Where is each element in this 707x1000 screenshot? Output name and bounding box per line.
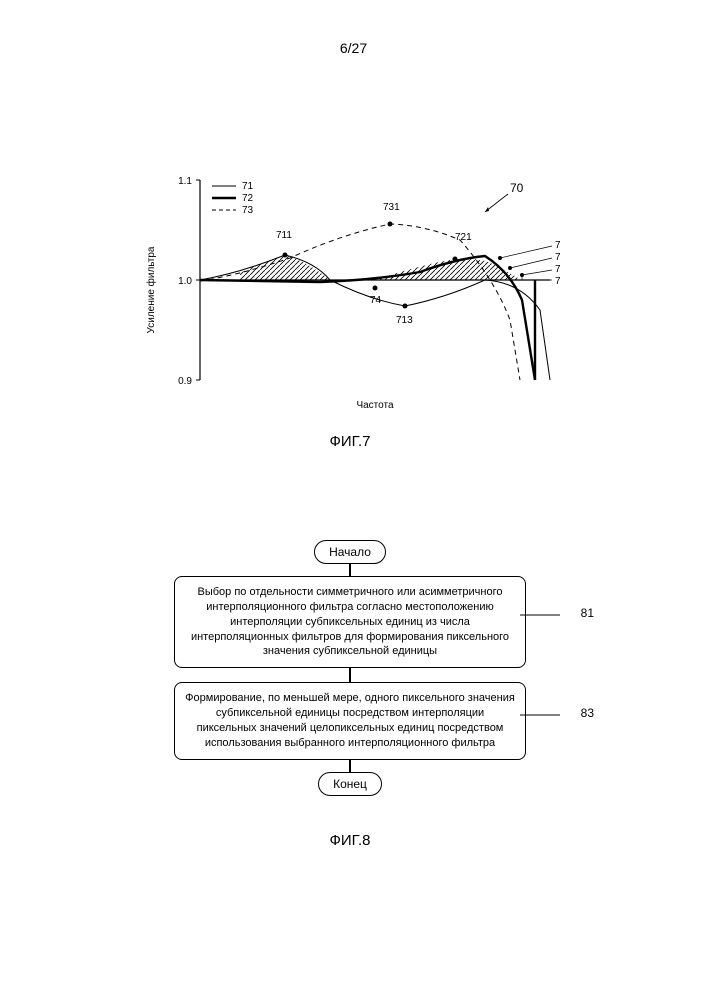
fig8-start: Начало bbox=[314, 540, 386, 564]
svg-text:73: 73 bbox=[242, 205, 254, 216]
fig8-label2-line bbox=[520, 710, 574, 722]
svg-text:74: 74 bbox=[370, 295, 382, 306]
fig8-box2: Формирование, по меньшей мере, одного пи… bbox=[174, 682, 526, 759]
fig7-svg: 1.1 1.0 0.9 711 bbox=[140, 170, 560, 420]
fig7-figure-label: 70 bbox=[485, 181, 524, 212]
svg-text:721: 721 bbox=[455, 232, 472, 243]
fig8-box1: Выбор по отдельности симметричного или а… bbox=[174, 576, 526, 668]
fig8-flowchart: Начало Выбор по отдельности симметричног… bbox=[130, 540, 570, 849]
fig8-label1-line bbox=[520, 610, 574, 622]
fig7-chart: 1.1 1.0 0.9 711 bbox=[140, 170, 560, 420]
svg-text:1.1: 1.1 bbox=[178, 176, 192, 187]
svg-text:715: 715 bbox=[555, 240, 560, 251]
fig8-caption: ФИГ.8 bbox=[130, 832, 570, 849]
fig8-label1: 81 bbox=[581, 606, 594, 620]
svg-text:72: 72 bbox=[242, 193, 254, 204]
page-number: 6/27 bbox=[0, 40, 707, 56]
svg-text:739: 739 bbox=[555, 252, 560, 263]
fig8-end: Конец bbox=[318, 772, 382, 796]
fig7-legend: 71 72 73 bbox=[208, 178, 264, 218]
svg-text:711: 711 bbox=[276, 230, 292, 241]
svg-text:731: 731 bbox=[383, 202, 400, 213]
svg-text:719: 719 bbox=[555, 276, 560, 287]
flow-connector bbox=[349, 564, 351, 576]
svg-text:729: 729 bbox=[555, 264, 560, 275]
svg-text:1.0: 1.0 bbox=[178, 276, 192, 287]
fig8-label2: 83 bbox=[581, 706, 594, 720]
svg-text:713: 713 bbox=[396, 315, 413, 326]
fig7-caption: ФИГ.7 bbox=[140, 433, 560, 450]
fig7-ylabel: Усиление фильтра bbox=[145, 246, 157, 333]
flow-connector bbox=[349, 668, 351, 682]
flow-connector bbox=[349, 760, 351, 772]
svg-text:0.9: 0.9 bbox=[178, 376, 192, 387]
svg-text:71: 71 bbox=[242, 181, 254, 192]
svg-text:70: 70 bbox=[510, 181, 524, 195]
fig7-xlabel: Частота bbox=[356, 400, 394, 411]
